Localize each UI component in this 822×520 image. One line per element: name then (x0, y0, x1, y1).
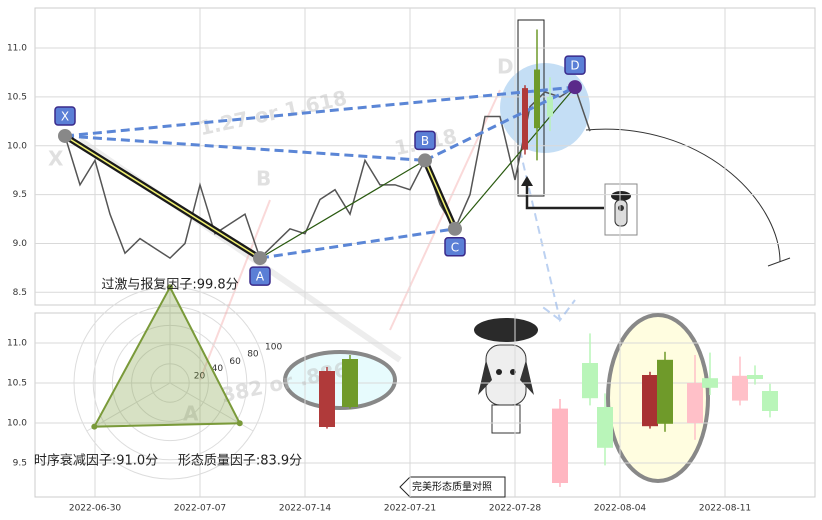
radar-tick-label: 40 (212, 364, 224, 374)
y-tick-label: 10.0 (7, 419, 27, 429)
pattern-label: A (256, 270, 265, 284)
reference-ellipse (283, 350, 397, 410)
radar-tick-label: 20 (194, 371, 206, 381)
pattern-label-box (54, 106, 76, 126)
pattern-point (58, 128, 72, 143)
y-tick-label: 11.0 (7, 339, 27, 349)
pattern-label: B (421, 134, 429, 148)
radar-spoke (86, 382, 171, 432)
pattern-label: C (451, 240, 459, 254)
pattern-point (418, 153, 432, 168)
candle-body (747, 375, 763, 379)
pattern-leg (454, 86, 576, 230)
bg-stroke (199, 199, 271, 381)
pattern-label-box (564, 55, 586, 75)
y-tick-label: 11.0 (7, 44, 27, 54)
candle-body (687, 383, 703, 423)
y-tick-label: 9.5 (13, 459, 27, 469)
button[interactable]: 完美形态质量对照 (399, 476, 506, 498)
radar-label: 过激与报复因子:99.8分 (101, 278, 238, 293)
pattern-dashed (259, 227, 456, 260)
candle-body (642, 375, 658, 427)
radar-point (91, 423, 98, 430)
curve-end (767, 257, 791, 267)
button-label[interactable]: 完美形态质量对照 (412, 480, 492, 493)
pattern-dashed (64, 134, 426, 162)
candle-body (319, 371, 335, 427)
candle-body (702, 378, 718, 388)
x-tick-label: 2022-07-07 (174, 504, 226, 514)
pattern-label: X (61, 109, 69, 123)
background-label: A (183, 402, 199, 426)
radar-point (236, 420, 243, 427)
x-tick-label: 2022-07-21 (384, 504, 436, 514)
y-tick-label: 9.0 (13, 239, 28, 249)
pattern-dashed (64, 85, 576, 138)
candle-body (762, 391, 778, 411)
bg-arrow (519, 149, 576, 323)
radar-tick-label: 100 (265, 343, 282, 353)
radar-label: 时序衰减因子:91.0分 (34, 453, 158, 469)
radar-point (167, 284, 173, 291)
x-tick-label: 2022-07-28 (489, 504, 542, 514)
radar-tick-label: 60 (229, 357, 241, 367)
pattern-label: D (570, 59, 579, 73)
pattern-point (568, 80, 582, 95)
candle-body (597, 407, 613, 448)
candle-body (547, 96, 553, 117)
radar-tick-label: 80 (247, 350, 259, 360)
radar-label: 形态质量因子:83.9分 (178, 454, 302, 469)
pattern-point (448, 221, 462, 236)
pattern-leg (424, 160, 456, 230)
candle-body (522, 88, 528, 150)
button-shape[interactable] (399, 476, 506, 498)
candle-body (582, 363, 598, 399)
y-tick-label: 8.5 (13, 288, 27, 298)
radar-area (92, 285, 242, 428)
y-tick-label: 10.0 (7, 141, 27, 151)
arrow-head (521, 176, 533, 186)
candle-body (342, 359, 358, 407)
pattern-label-box (249, 266, 271, 286)
pattern-point (253, 251, 267, 266)
pattern-label-box (444, 237, 466, 257)
pointer-arrow (525, 178, 604, 210)
y-tick-label: 10.5 (7, 92, 27, 102)
candle-body (534, 69, 540, 129)
price-line (64, 85, 591, 260)
candle-body (732, 375, 748, 401)
x-tick-label: 2022-07-14 (279, 504, 332, 514)
candle-body (657, 359, 673, 424)
x-tick-label: 2022-08-11 (699, 504, 751, 514)
y-tick-label: 9.5 (13, 190, 27, 200)
d-zone-box (517, 19, 545, 197)
pattern-leg (259, 159, 426, 259)
x-tick-label: 2022-06-30 (69, 504, 122, 514)
top-panel-frame (34, 7, 816, 306)
x-tick-label: 2022-08-04 (594, 504, 647, 514)
pattern-label-box (414, 130, 436, 151)
background-label: B (256, 167, 271, 191)
background-label: X (48, 147, 64, 171)
curve (585, 128, 781, 263)
y-tick-label: 10.5 (7, 379, 27, 389)
background-label: D (497, 55, 514, 79)
pattern-leg (64, 135, 261, 259)
candle-body (552, 408, 568, 483)
